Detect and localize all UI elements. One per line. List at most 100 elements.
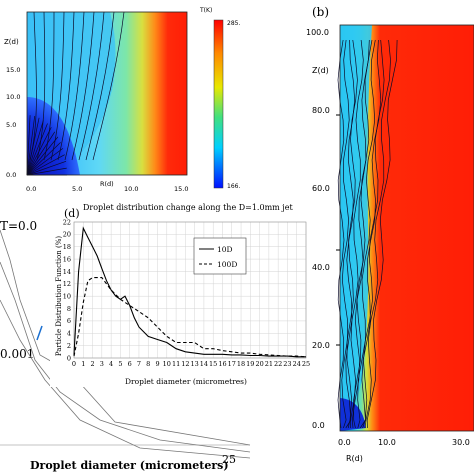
panel-a-trajectory — [26, 167, 67, 176]
chart-y-tick-label: 14 — [63, 268, 71, 276]
panel-b-droplet-trajectories — [337, 39, 398, 429]
panel-a-y-tick: 0.0 — [6, 171, 16, 179]
panel-d-background — [50, 197, 310, 387]
panel-a-trajectory — [92, 11, 125, 161]
colorbar-max-label: 285. — [227, 20, 240, 27]
legend-label-10d: 10D — [217, 245, 233, 254]
panel-a-y-tick: 5.0 — [6, 121, 16, 129]
panel-c-curve — [0, 229, 251, 446]
panel-a-trajectory — [26, 160, 67, 176]
panel-d-chart: (d) Droplet distribution change along th… — [50, 197, 310, 387]
panel-b-trajectory — [337, 39, 345, 429]
chart-y-tick-label: 16 — [63, 255, 71, 263]
chart-x-tick-label: 14 — [200, 360, 208, 368]
panel-b-trajectory — [353, 39, 373, 429]
colorbar-title: T(K) — [199, 7, 212, 14]
panel-a-trajectory — [57, 11, 75, 161]
chart-x-tick-label: 15 — [209, 360, 217, 368]
chart-x-tick-label: 18 — [237, 360, 245, 368]
chart-x-tick-label: 9 — [155, 360, 159, 368]
panel-b-trajectory — [357, 39, 376, 429]
chart-x-tick-label: 0 — [72, 360, 76, 368]
panel-a-frame — [26, 11, 188, 176]
panel-c-curve — [0, 261, 251, 453]
chart-series-line-100d — [73, 277, 307, 358]
panel-b-x-axis-label: R(d) — [346, 454, 363, 463]
panel-b-x-tick: 30.0 — [452, 438, 470, 447]
panel-c-x-axis-label: Droplet diameter (micrometers) — [30, 459, 229, 472]
chart-y-tick-label: 10 — [63, 292, 71, 300]
colorbar-scale — [213, 19, 224, 189]
chart-y-axis-label: Particle Distribution Function (%) — [55, 236, 63, 356]
panel-c-label-fragment: 0.001 — [0, 347, 34, 361]
panel-a-trajectory — [26, 116, 36, 176]
chart-x-tick-label: 6 — [128, 360, 132, 368]
panel-c: T=0.0 0.001 Droplet diameter (micrometer… — [0, 219, 251, 472]
panel-a-trajectory — [64, 11, 85, 161]
chart-y-tick-label: 12 — [63, 280, 71, 288]
chart-x-tick-label: 23 — [283, 360, 291, 368]
chart-x-tick-label: 2 — [90, 360, 94, 368]
chart-y-tick-label: 20 — [63, 231, 71, 239]
chart-x-tick-label: 20 — [255, 360, 263, 368]
panel-c-marker — [36, 325, 43, 341]
chart-y-tick-label: 22 — [63, 218, 71, 226]
chart-y-tick-label: 0 — [67, 354, 71, 362]
panel-b-y-tick: 20.0 — [312, 341, 330, 350]
chart-x-tick-label: 3 — [100, 360, 104, 368]
panel-a-x-tick: 5.0 — [72, 185, 82, 193]
chart-series-line-10d — [73, 226, 306, 358]
panel-b-trajectory — [364, 39, 391, 429]
chart-x-tick-label: 1 — [81, 360, 85, 368]
panel-b-trajectory — [351, 39, 370, 429]
chart-x-tick-label: 21 — [265, 360, 273, 368]
panel-a-trajectory — [36, 11, 46, 161]
panel-a-trajectory — [26, 136, 59, 176]
legend-box — [193, 237, 247, 275]
colorbar-min-label: 166. — [227, 183, 240, 190]
chart-x-tick-label: 25 — [302, 360, 310, 368]
panel-c-x-tick: 25 — [222, 453, 236, 466]
panel-a-trajectory — [78, 11, 105, 161]
chart-x-tick-label: 11 — [172, 360, 180, 368]
panel-a-trajectory — [85, 11, 115, 161]
panel-b-y-tick: 60.0 — [312, 184, 330, 193]
chart-y-tick-label: 6 — [67, 317, 71, 325]
temperature-colorbar: T(K) 285. 166. — [199, 7, 240, 190]
panel-c-title-fragment: T=0.0 — [0, 219, 37, 233]
panel-a-trajectory — [71, 11, 95, 161]
panel-a-x-tick: 15.0 — [174, 185, 188, 193]
panel-a-y-tick: 10.0 — [6, 93, 20, 101]
panel-b-x-tick: 0.0 — [338, 438, 351, 447]
panel-d-tag: (d) — [64, 207, 80, 220]
panel-b-y-tick: 40.0 — [312, 263, 330, 272]
panel-a-x-tick: 0.0 — [26, 185, 36, 193]
panel-b-y-axis-label: Z(d) — [312, 66, 329, 75]
panel-a-droplet-trajectories — [26, 11, 125, 176]
chart-y-tick-label: 8 — [67, 305, 71, 313]
panel-a-y-tick: 15.0 — [6, 66, 20, 74]
panel-b-trajectory — [359, 39, 382, 429]
panel-a-trajectory — [43, 11, 55, 161]
chart-plot-area: 0 1 2 3 4 5 6 7 8 9 10 11 12 13 14 15 16 17 18 19 20 21 22 23 24… — [63, 218, 310, 368]
panel-a-trajectory — [26, 131, 56, 176]
chart-frame — [73, 221, 307, 359]
chart-y-tick-label: 4 — [67, 330, 71, 338]
panel-b-y-tick: 100.0 — [306, 28, 329, 37]
chart-x-tick-label: 5 — [118, 360, 122, 368]
chart-x-tick-label: 17 — [228, 360, 236, 368]
panel-b-y-tick: 80.0 — [312, 106, 330, 115]
panel-a-trajectory — [26, 115, 31, 176]
panel-a-trajectory — [26, 148, 64, 176]
panel-a-spray-core — [27, 97, 80, 175]
chart-x-tick-label: 13 — [190, 360, 198, 368]
panel-b-trajectory — [341, 39, 350, 429]
chart-x-tick-label: 8 — [146, 360, 150, 368]
panel-a-y-axis-label: Z(d) — [4, 38, 19, 46]
panel-a: Z(d) 15.0 10.0 5.0 0.0 0.0 5.0 10.0 15.0… — [4, 11, 188, 193]
panel-a-trajectory — [26, 120, 44, 176]
chart-x-tick-label: 24 — [293, 360, 301, 368]
chart-x-tick-label: 16 — [218, 360, 226, 368]
legend-label-100d: 100D — [217, 260, 237, 269]
